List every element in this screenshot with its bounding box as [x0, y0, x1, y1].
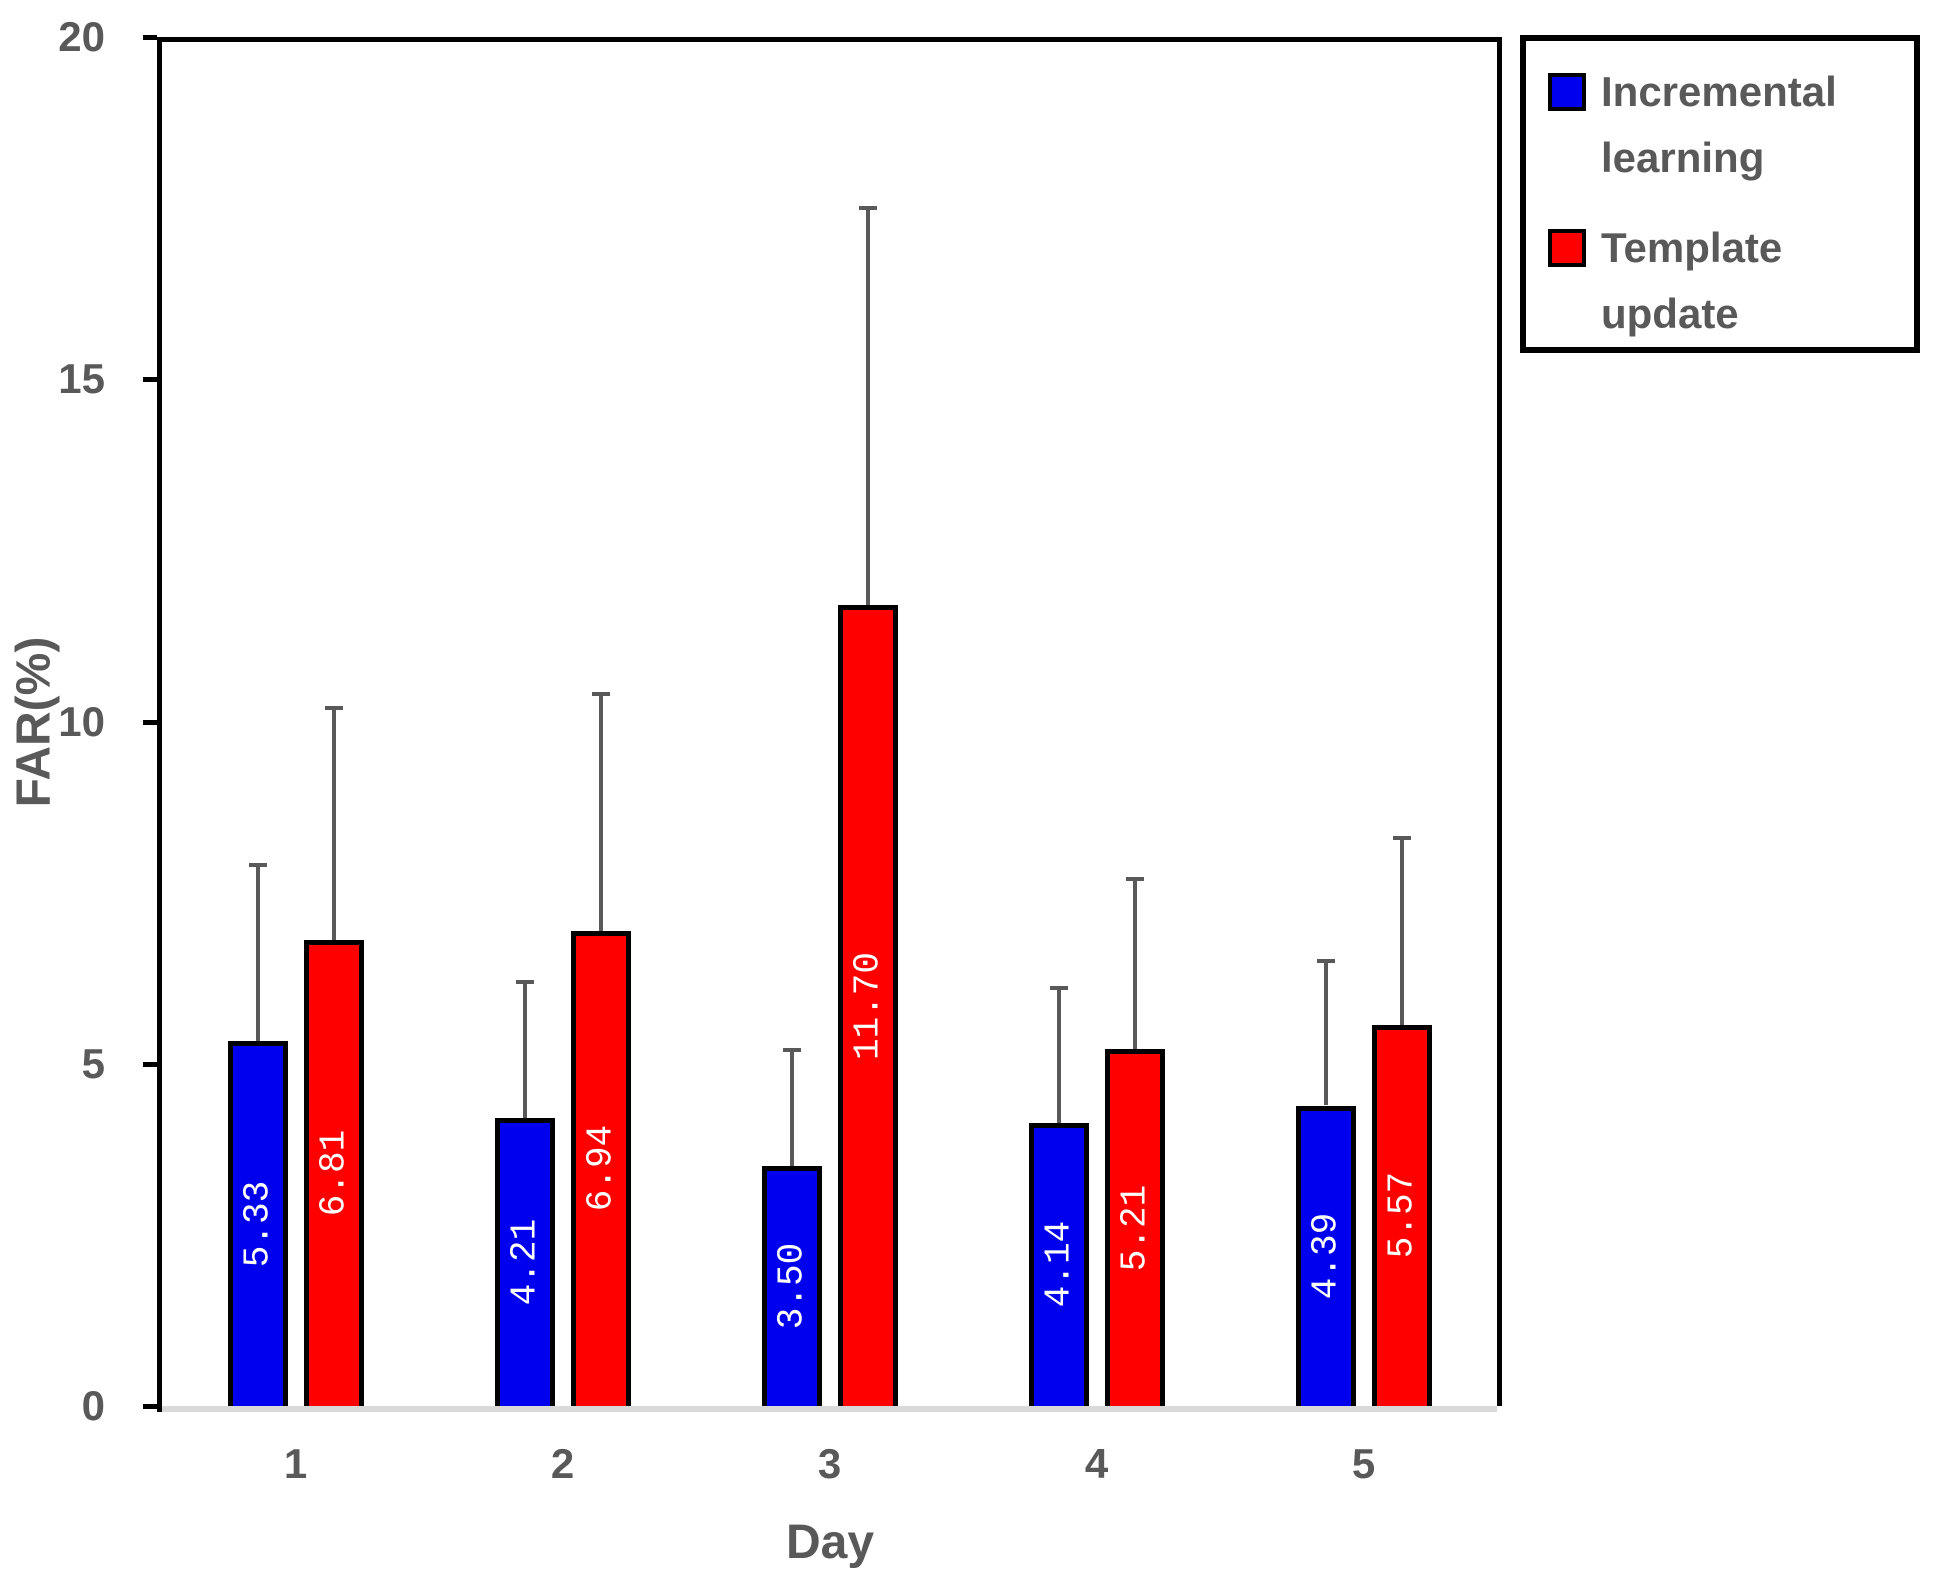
- error-bar-template-update-day-2: [598, 694, 603, 931]
- legend: Incremental learning Template update: [1520, 35, 1920, 353]
- y-tick-label: 0: [81, 1382, 105, 1429]
- bar-template-update-day-5: [1371, 1024, 1432, 1406]
- y-tick-label: 20: [58, 13, 105, 60]
- y-axis-tick: [143, 35, 157, 40]
- bar-template-update-day-2: [570, 930, 631, 1406]
- y-tick-label: 10: [58, 697, 105, 745]
- legend-swatch-template-update: [1548, 229, 1586, 267]
- bar-label-incremental-learning-day-1: 5.33: [237, 1180, 278, 1267]
- error-bar-cap-incremental-learning-day-5: [1316, 959, 1335, 964]
- y-axis-tick: [143, 1061, 157, 1067]
- legend-label-incremental-learning: Incremental learning: [1601, 68, 1837, 181]
- x-tick-label: 2: [550, 1440, 575, 1487]
- error-bar-cap-incremental-learning-day-2: [515, 979, 534, 984]
- legend-swatch-incremental-learning: [1548, 73, 1586, 111]
- y-axis-tick: [143, 719, 157, 725]
- y-axis-line: [157, 37, 162, 1412]
- x-axis-line: [162, 1406, 1497, 1412]
- error-bar-incremental-learning-day-4: [1056, 988, 1061, 1123]
- bar-template-update-day-1: [303, 939, 364, 1406]
- bar-incremental-learning-day-1: [227, 1041, 288, 1406]
- bar-label-template-update-day-2: 6.94: [580, 1125, 621, 1212]
- error-bar-cap-template-update-day-5: [1392, 835, 1411, 840]
- error-bar-cap-incremental-learning-day-4: [1049, 986, 1068, 991]
- error-bar-cap-template-update-day-1: [324, 705, 343, 710]
- legend-item-incremental-learning: Incremental learning: [1548, 59, 1914, 191]
- error-bar-cap-incremental-learning-day-3: [782, 1048, 801, 1053]
- bar-template-update-day-4: [1104, 1049, 1165, 1406]
- x-tick-label: 3: [817, 1440, 842, 1487]
- bar-label-incremental-learning-day-5: 4.39: [1305, 1212, 1346, 1299]
- y-axis-tick: [143, 1404, 157, 1409]
- bar-label-template-update-day-5: 5.57: [1381, 1172, 1422, 1259]
- error-bar-incremental-learning-day-5: [1323, 961, 1328, 1106]
- x-tick-label: 1: [283, 1440, 308, 1487]
- error-bar-incremental-learning-day-2: [522, 981, 527, 1118]
- bar-label-incremental-learning-day-2: 4.21: [504, 1218, 545, 1306]
- bar-incremental-learning-day-2: [494, 1117, 555, 1406]
- error-bar-template-update-day-1: [331, 707, 336, 940]
- bar-incremental-learning-day-3: [761, 1166, 822, 1406]
- x-axis-title: Day: [785, 1516, 875, 1569]
- error-bar-incremental-learning-day-3: [789, 1050, 794, 1167]
- x-tick-label: 5: [1351, 1440, 1376, 1487]
- legend-item-template-update: Template update: [1548, 215, 1914, 347]
- y-tick-label: 5: [81, 1039, 105, 1087]
- bar-template-update-day-3: [837, 605, 898, 1406]
- error-bar-template-update-day-5: [1399, 837, 1404, 1025]
- bar-label-template-update-day-1: 6.81: [313, 1129, 354, 1217]
- error-bar-cap-template-update-day-3: [858, 206, 877, 211]
- error-bar-incremental-learning-day-1: [255, 865, 260, 1042]
- legend-label-template-update: Template update: [1601, 224, 1783, 337]
- error-bar-cap-incremental-learning-day-1: [248, 863, 267, 868]
- bar-label-template-update-day-3: 11.70: [847, 951, 888, 1060]
- error-bar-template-update-day-3: [865, 208, 870, 606]
- error-bar-cap-template-update-day-2: [591, 692, 610, 697]
- y-tick-label: 15: [58, 355, 105, 403]
- plot-top-border: [157, 37, 1502, 42]
- bar-incremental-learning-day-5: [1295, 1105, 1356, 1406]
- error-bar-template-update-day-4: [1132, 878, 1137, 1050]
- bar-incremental-learning-day-4: [1028, 1122, 1089, 1406]
- error-bar-cap-template-update-day-4: [1125, 876, 1144, 881]
- plot-right-border: [1497, 37, 1502, 1406]
- bar-label-incremental-learning-day-3: 3.50: [771, 1242, 812, 1330]
- bar-label-template-update-day-4: 5.21: [1114, 1184, 1155, 1271]
- bar-label-incremental-learning-day-4: 4.14: [1038, 1221, 1079, 1308]
- y-axis-tick: [143, 377, 157, 383]
- x-tick-label: 4: [1084, 1440, 1109, 1487]
